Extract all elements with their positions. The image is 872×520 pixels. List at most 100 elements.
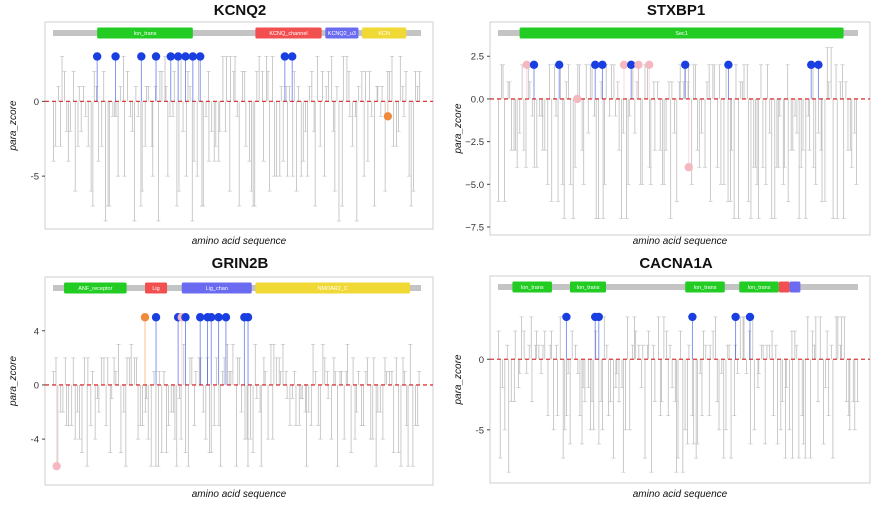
data-point bbox=[140, 313, 150, 322]
background-variants bbox=[51, 344, 422, 467]
data-point bbox=[731, 312, 740, 322]
protein-backbone-bar bbox=[53, 30, 421, 36]
data-point bbox=[52, 461, 61, 471]
y-tick-label: 0 bbox=[34, 97, 39, 108]
data-point bbox=[151, 313, 161, 322]
domain-block bbox=[64, 282, 127, 294]
chart-title: KCNQ2 bbox=[214, 2, 267, 19]
chart-panel-2: Sec1 2.5 0.0 −2.5 −5.0 −7.5 STXBP1 amino acid s… bbox=[453, 2, 871, 247]
domain-label: Lig bbox=[152, 286, 159, 292]
domain-label: Ion_trans bbox=[694, 285, 717, 291]
x-axis-label: amino acid sequence bbox=[192, 236, 287, 247]
data-point bbox=[627, 60, 636, 69]
data-point bbox=[562, 312, 571, 322]
data-point bbox=[137, 52, 146, 61]
data-point bbox=[214, 313, 223, 322]
background-variants bbox=[496, 316, 860, 473]
x-axis-label: amino acid sequence bbox=[633, 489, 728, 500]
y-tick-label: 4 bbox=[34, 326, 39, 337]
y-axis-label: para_zcore bbox=[453, 103, 464, 154]
data-point bbox=[280, 52, 290, 61]
data-point bbox=[634, 60, 643, 69]
domain-block bbox=[778, 281, 790, 293]
domain-block bbox=[97, 27, 193, 39]
domain-block bbox=[570, 281, 606, 293]
data-point bbox=[181, 52, 190, 61]
chart-panel-3: ANF_receptor Lig Lig_chan NMDAR2_C 4 0 -4 GRIN2… bbox=[8, 255, 434, 500]
data-point bbox=[594, 312, 603, 322]
plot-frame bbox=[489, 275, 871, 484]
domain-block bbox=[181, 282, 252, 294]
domain-label: KCNQ_channel bbox=[269, 31, 307, 37]
chart-title: CACNA1A bbox=[639, 255, 713, 272]
y-tick-label: −5.0 bbox=[465, 180, 484, 191]
data-point bbox=[684, 163, 693, 172]
data-point bbox=[221, 313, 231, 322]
data-point bbox=[196, 313, 205, 322]
y-tick-label: −2.5 bbox=[465, 137, 484, 148]
chart-panel-4: Ion_trans Ion_trans Ion_trans Ion_trans 0 -5 C… bbox=[453, 255, 871, 500]
data-point bbox=[619, 60, 629, 69]
domain-label: KCNQ2_u3 bbox=[328, 31, 356, 37]
chart-title: STXBP1 bbox=[647, 2, 705, 19]
data-point bbox=[151, 52, 161, 61]
data-point bbox=[724, 60, 733, 69]
y-axis-label: para_zcore bbox=[453, 354, 464, 405]
domain-label: NMDAR2_C bbox=[318, 286, 348, 292]
domain-block bbox=[325, 27, 359, 39]
domain-label: Sec1 bbox=[675, 31, 688, 37]
data-point bbox=[181, 313, 190, 322]
domain-block bbox=[512, 281, 552, 293]
domain-block bbox=[362, 27, 407, 39]
data-point bbox=[196, 52, 205, 61]
data-point bbox=[188, 52, 198, 61]
y-tick-label: 0.0 bbox=[471, 94, 484, 105]
domain-block bbox=[255, 27, 322, 39]
y-tick-label: 0 bbox=[479, 355, 484, 366]
domain-block bbox=[685, 281, 725, 293]
domain-block bbox=[789, 281, 801, 293]
domain-block bbox=[739, 281, 779, 293]
y-axis-label: para_zcore bbox=[8, 100, 19, 151]
y-tick-label: 0 bbox=[34, 380, 39, 391]
data-point bbox=[207, 313, 216, 322]
data-point bbox=[243, 313, 253, 322]
domain-label: KCN bbox=[378, 31, 390, 37]
background-variants bbox=[496, 47, 859, 219]
data-point bbox=[598, 60, 607, 69]
data-point bbox=[688, 312, 697, 322]
data-point bbox=[814, 60, 823, 69]
data-point bbox=[288, 52, 297, 61]
domain-label: Lig_chan bbox=[206, 286, 228, 292]
y-tick-label: 2.5 bbox=[471, 52, 484, 63]
data-point bbox=[166, 52, 175, 61]
domain-label: Ion_trans bbox=[134, 31, 157, 37]
domain-block bbox=[145, 282, 168, 294]
y-tick-label: −7.5 bbox=[465, 223, 484, 234]
data-point bbox=[573, 94, 582, 104]
data-point bbox=[807, 60, 816, 69]
data-point bbox=[383, 112, 393, 121]
x-axis-label: amino acid sequence bbox=[192, 489, 287, 500]
data-point bbox=[111, 52, 120, 61]
domain-block bbox=[519, 27, 844, 39]
data-point bbox=[555, 60, 564, 69]
y-tick-label: -5 bbox=[31, 172, 39, 183]
protein-backbone-bar bbox=[498, 284, 858, 290]
domain-block bbox=[255, 282, 410, 294]
x-axis-label: amino acid sequence bbox=[633, 236, 728, 247]
domain-label: ANF_receptor bbox=[78, 286, 112, 292]
data-point bbox=[92, 52, 102, 61]
data-point bbox=[529, 60, 539, 69]
chart-panel-1: Ion_trans KCNQ_channel KCNQ2_u3 KCN 0 -5 KCNQ2… bbox=[8, 2, 434, 247]
domain-label: Ion_trans bbox=[748, 285, 771, 291]
data-point bbox=[522, 60, 531, 69]
background-variants bbox=[51, 56, 422, 222]
y-tick-label: -5 bbox=[476, 425, 484, 436]
y-tick-label: -4 bbox=[31, 435, 39, 446]
plot-frame bbox=[489, 21, 871, 236]
data-point bbox=[645, 60, 654, 69]
domain-label: Ion_trans bbox=[521, 285, 544, 291]
data-point bbox=[681, 60, 690, 69]
